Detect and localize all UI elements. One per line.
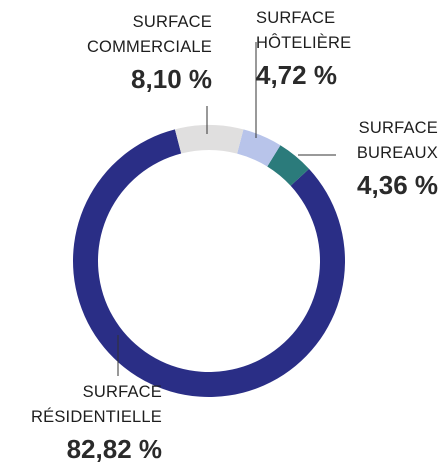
category-label: SURFACE HÔTELIÈRE: [256, 9, 352, 52]
category-label: SURFACE COMMERCIALE: [86, 13, 212, 56]
slice-label: SURFACE RÉSIDENTIELLE 82,82 %: [0, 380, 162, 465]
donut-segment: [174, 125, 244, 154]
value-label: 82,82 %: [66, 434, 162, 464]
value-label: 4,36 %: [357, 170, 438, 200]
slice-label: SURFACE BUREAUX 4,36 %: [333, 116, 438, 201]
slice-label: SURFACE COMMERCIALE 8,10 %: [62, 10, 212, 95]
category-label: SURFACE RÉSIDENTIELLE: [31, 383, 162, 426]
category-label: SURFACE BUREAUX: [356, 119, 438, 162]
value-label: 4,72 %: [256, 60, 337, 90]
donut-segment: [237, 129, 281, 167]
value-label: 8,10 %: [131, 64, 212, 94]
slice-label: SURFACE HÔTELIÈRE 4,72 %: [256, 6, 376, 91]
donut-segment: [267, 145, 310, 186]
